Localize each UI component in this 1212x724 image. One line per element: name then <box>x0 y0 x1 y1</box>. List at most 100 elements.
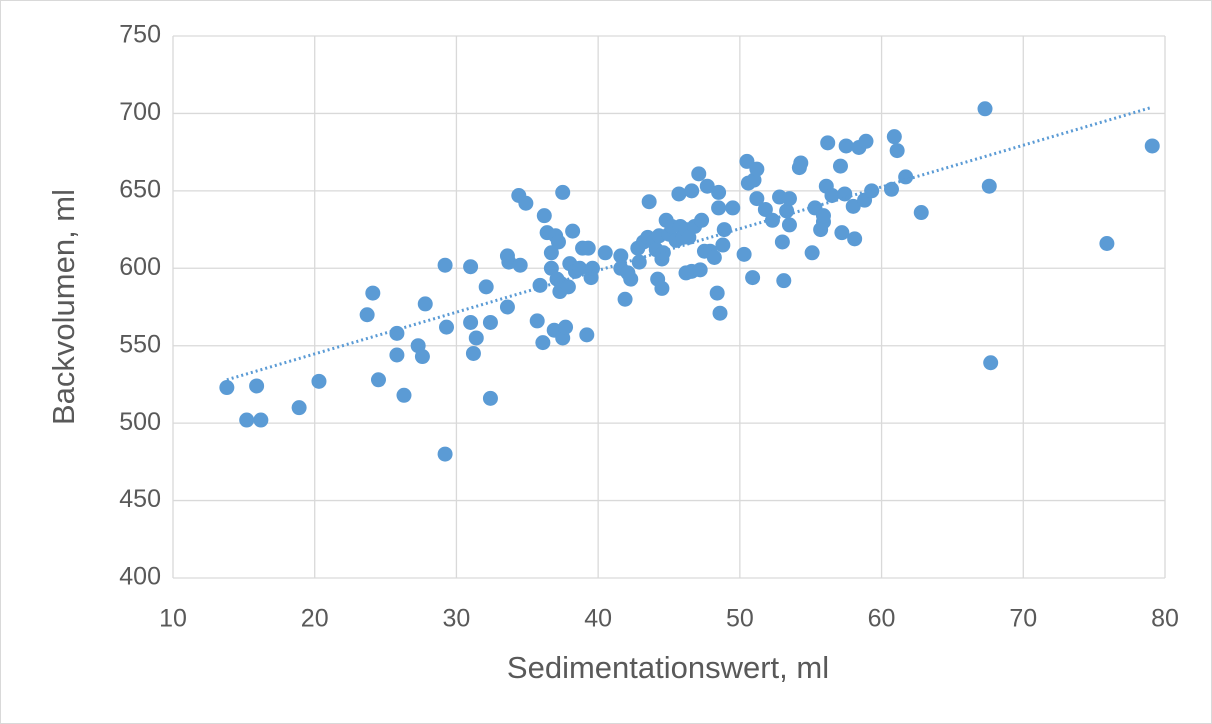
x-tick-label: 40 <box>584 605 612 633</box>
point <box>745 270 761 286</box>
point <box>560 279 576 295</box>
point <box>838 138 854 154</box>
point <box>711 200 727 216</box>
point <box>1144 138 1160 154</box>
x-tick-label: 10 <box>159 605 187 633</box>
point <box>694 212 710 228</box>
point <box>655 245 671 261</box>
point <box>478 279 494 295</box>
point <box>709 285 725 301</box>
point <box>249 378 265 394</box>
y-axis-title: Backvolumen, ml <box>46 189 81 425</box>
point <box>389 347 405 363</box>
y-tick-label: 600 <box>119 253 161 281</box>
point <box>815 208 831 224</box>
y-tick-label: 400 <box>119 563 161 591</box>
point <box>565 223 581 239</box>
point <box>463 314 479 330</box>
point <box>543 245 559 261</box>
point <box>613 248 629 264</box>
point <box>716 222 732 238</box>
y-tick-label: 500 <box>119 408 161 436</box>
trendline <box>226 105 1153 382</box>
point <box>239 412 255 428</box>
point <box>437 446 453 462</box>
point <box>977 101 993 117</box>
point <box>774 234 790 250</box>
point <box>983 355 999 371</box>
point <box>389 325 405 341</box>
point <box>671 186 687 202</box>
point <box>580 240 596 256</box>
point <box>468 330 484 346</box>
point <box>847 231 863 247</box>
y-tick-label: 650 <box>119 175 161 203</box>
point <box>781 217 797 233</box>
point <box>804 245 820 261</box>
point <box>837 186 853 202</box>
point <box>715 237 731 253</box>
point <box>749 191 765 207</box>
point <box>311 373 327 389</box>
point <box>396 387 412 403</box>
y-tick-label: 450 <box>119 485 161 513</box>
point <box>981 178 997 194</box>
point <box>597 245 613 261</box>
point <box>820 135 836 151</box>
point <box>465 345 481 361</box>
point <box>699 178 715 194</box>
point <box>584 260 600 276</box>
point <box>858 133 874 149</box>
point <box>757 201 773 217</box>
point <box>482 314 498 330</box>
point <box>913 205 929 221</box>
point <box>359 307 375 323</box>
point <box>499 299 515 315</box>
point <box>558 319 574 335</box>
y-tick-label: 700 <box>119 98 161 126</box>
point <box>641 194 657 210</box>
point <box>845 198 861 214</box>
point <box>834 225 850 241</box>
point <box>898 169 914 185</box>
x-axis-title: Sedimentationswert, ml <box>507 650 829 685</box>
point <box>253 412 269 428</box>
point <box>691 166 707 182</box>
point <box>482 390 498 406</box>
y-tick-label: 550 <box>119 330 161 358</box>
x-tick-label: 70 <box>1009 605 1037 633</box>
point <box>781 191 797 207</box>
point <box>414 349 430 365</box>
point <box>623 271 639 287</box>
x-tick-label: 50 <box>726 605 754 633</box>
x-tick-label: 20 <box>301 605 329 633</box>
point <box>1099 236 1115 252</box>
point <box>692 262 708 278</box>
point <box>550 234 566 250</box>
point <box>749 161 765 177</box>
y-tick-label: 750 <box>119 21 161 49</box>
point <box>886 129 902 145</box>
point <box>654 280 670 296</box>
point <box>535 335 551 351</box>
point <box>417 296 433 312</box>
point <box>463 259 479 275</box>
point <box>793 155 809 171</box>
point <box>832 158 848 174</box>
point <box>711 184 727 200</box>
point <box>365 285 381 301</box>
point <box>617 291 633 307</box>
point <box>370 372 386 388</box>
x-tick-label: 30 <box>443 605 471 633</box>
x-tick-label: 80 <box>1151 605 1179 633</box>
point <box>518 195 534 211</box>
point <box>736 246 752 262</box>
point <box>512 257 528 273</box>
point <box>439 319 455 335</box>
point <box>764 212 780 228</box>
x-tick-label: 60 <box>868 605 896 633</box>
point <box>889 143 905 159</box>
point <box>883 181 899 197</box>
